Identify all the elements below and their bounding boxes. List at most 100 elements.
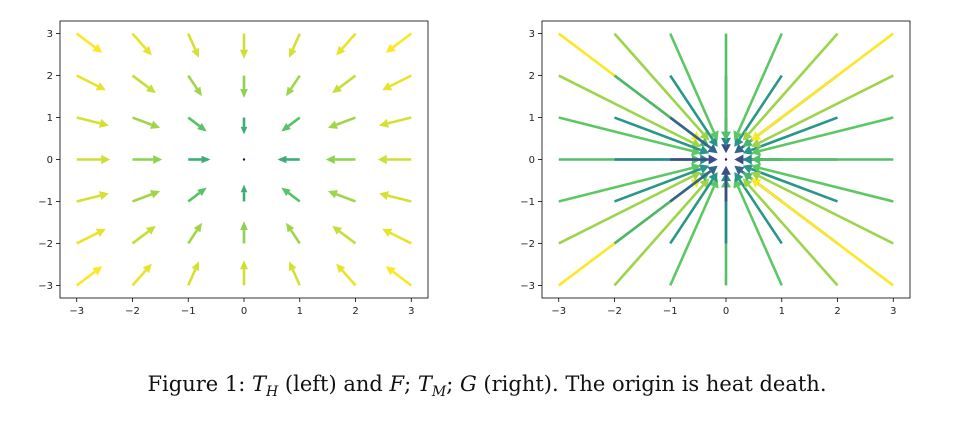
quiver-arrow bbox=[734, 74, 783, 147]
quiver-arrow bbox=[669, 172, 718, 245]
y-tick-label: 3 bbox=[47, 29, 53, 40]
caption-left-label: (left) and bbox=[278, 372, 390, 396]
quiver-arrow bbox=[742, 178, 839, 287]
x-tick-label: 0 bbox=[723, 306, 729, 317]
quiver-arrow bbox=[281, 187, 301, 203]
figure-caption: Figure 1: TH (left) and F; TM; G (right)… bbox=[147, 372, 827, 401]
quiver-arrow bbox=[558, 74, 701, 148]
quiver-arrow bbox=[379, 191, 412, 203]
left-quiver-plot: −3 −2 −1 0 1 2 3 −3 −2 −1 0 1 2 3 bbox=[38, 20, 429, 317]
x-tick-label: −3 bbox=[551, 306, 566, 317]
x-tick-label: 3 bbox=[890, 306, 896, 317]
y-tick-label: −2 bbox=[520, 239, 535, 250]
x-tick-label: 2 bbox=[352, 306, 358, 317]
quiver-arrow bbox=[742, 32, 839, 141]
quiver-arrow bbox=[614, 116, 710, 155]
quiver-arrow bbox=[325, 155, 356, 164]
caption-f: F bbox=[389, 372, 405, 396]
quiver-arrow bbox=[285, 222, 301, 245]
quiver-arrow bbox=[76, 116, 109, 128]
quiver-arrow bbox=[751, 116, 894, 156]
y-tick-label: 3 bbox=[529, 29, 535, 40]
quiver-arrow bbox=[76, 74, 106, 91]
quiver-arrow bbox=[751, 74, 894, 148]
x-tick-label: 1 bbox=[297, 306, 303, 317]
quiver-arrow bbox=[239, 33, 249, 59]
quiver-arrow bbox=[76, 154, 111, 165]
quiver-arrow bbox=[242, 158, 246, 161]
x-tick-label: −2 bbox=[125, 306, 140, 317]
quiver-arrow bbox=[132, 116, 161, 129]
quiver-arrow bbox=[613, 178, 710, 287]
quiver-arrow bbox=[336, 32, 357, 56]
y-tick-label: −3 bbox=[38, 281, 53, 292]
quiver-arrow bbox=[385, 266, 413, 287]
y-tick-label: −1 bbox=[38, 197, 53, 208]
right-quiver-plot: −3 −2 −1 0 1 2 3 −3 −2 −1 0 1 2 3 bbox=[520, 20, 911, 317]
quiver-arrow bbox=[721, 33, 731, 141]
quiver-arrow bbox=[285, 74, 301, 97]
quiver-arrow bbox=[187, 116, 207, 132]
y-tick-label: −3 bbox=[520, 281, 535, 292]
quiver-arrow bbox=[558, 171, 701, 245]
quiver-arrow bbox=[75, 266, 103, 287]
y-tick-label: −2 bbox=[38, 239, 53, 250]
quiver-arrow bbox=[131, 263, 152, 287]
quiver-arrow bbox=[336, 263, 357, 287]
quiver-arrow bbox=[277, 155, 300, 164]
x-tick-label: −3 bbox=[69, 306, 84, 317]
quiver-arrow bbox=[733, 33, 783, 141]
x-tick-label: 3 bbox=[408, 306, 414, 317]
caption-t-h-subscript: H bbox=[266, 384, 279, 401]
quiver-arrow bbox=[187, 261, 200, 286]
quiver-arrow bbox=[288, 261, 301, 286]
quiver-arrow bbox=[670, 154, 718, 165]
quiver-arrow bbox=[187, 74, 203, 97]
quiver-arrow bbox=[187, 222, 203, 245]
x-tick-label: 0 bbox=[241, 306, 247, 317]
quiver-arrow bbox=[751, 32, 895, 141]
quiver-arrow bbox=[327, 116, 356, 129]
quiver-arrow bbox=[131, 74, 156, 94]
quiver-arrow bbox=[132, 155, 163, 164]
quiver-arrow bbox=[239, 260, 249, 286]
quiver-arrow bbox=[724, 158, 728, 161]
caption-g: G bbox=[459, 372, 477, 396]
quiver-arrow bbox=[240, 75, 248, 98]
quiver-arrow bbox=[240, 221, 248, 244]
y-tick-label: −1 bbox=[520, 197, 535, 208]
quiver-arrow bbox=[382, 228, 412, 245]
quiver-arrow bbox=[187, 187, 207, 203]
quiver-arrow bbox=[377, 154, 412, 165]
quiver-arrow bbox=[288, 33, 301, 58]
quiver-arrow bbox=[613, 32, 710, 141]
y-tick-label: 2 bbox=[47, 71, 53, 82]
quiver-arrow bbox=[131, 32, 152, 56]
quiver-arrow bbox=[132, 190, 161, 203]
quiver-arrow bbox=[187, 33, 200, 58]
caption-t-h: T bbox=[252, 372, 267, 396]
quiver-arrow bbox=[327, 190, 356, 203]
quiver-arrow bbox=[734, 172, 783, 245]
quiver-arrow bbox=[382, 74, 412, 91]
y-tick-label: 1 bbox=[47, 113, 53, 124]
quiver-arrow bbox=[614, 164, 710, 203]
x-tick-label: 2 bbox=[834, 306, 840, 317]
quiver-arrow bbox=[751, 171, 894, 245]
quiver-arrow bbox=[76, 228, 106, 245]
y-tick-label: 0 bbox=[529, 155, 535, 166]
x-tick-label: −2 bbox=[607, 306, 622, 317]
quiver-arrow bbox=[669, 74, 718, 147]
quiver-arrow bbox=[332, 74, 357, 94]
quiver-arrow bbox=[721, 165, 731, 202]
y-tick-label: 0 bbox=[47, 155, 53, 166]
quiver-arrow bbox=[669, 165, 718, 203]
caption-t-m: T bbox=[417, 372, 432, 396]
quiver-arrow bbox=[751, 154, 894, 165]
x-tick-label: 1 bbox=[779, 306, 785, 317]
caption-prefix: Figure 1: bbox=[147, 372, 252, 396]
x-tick-label: −1 bbox=[181, 306, 196, 317]
quiver-arrow bbox=[669, 116, 718, 154]
quiver-arrow bbox=[385, 32, 413, 53]
